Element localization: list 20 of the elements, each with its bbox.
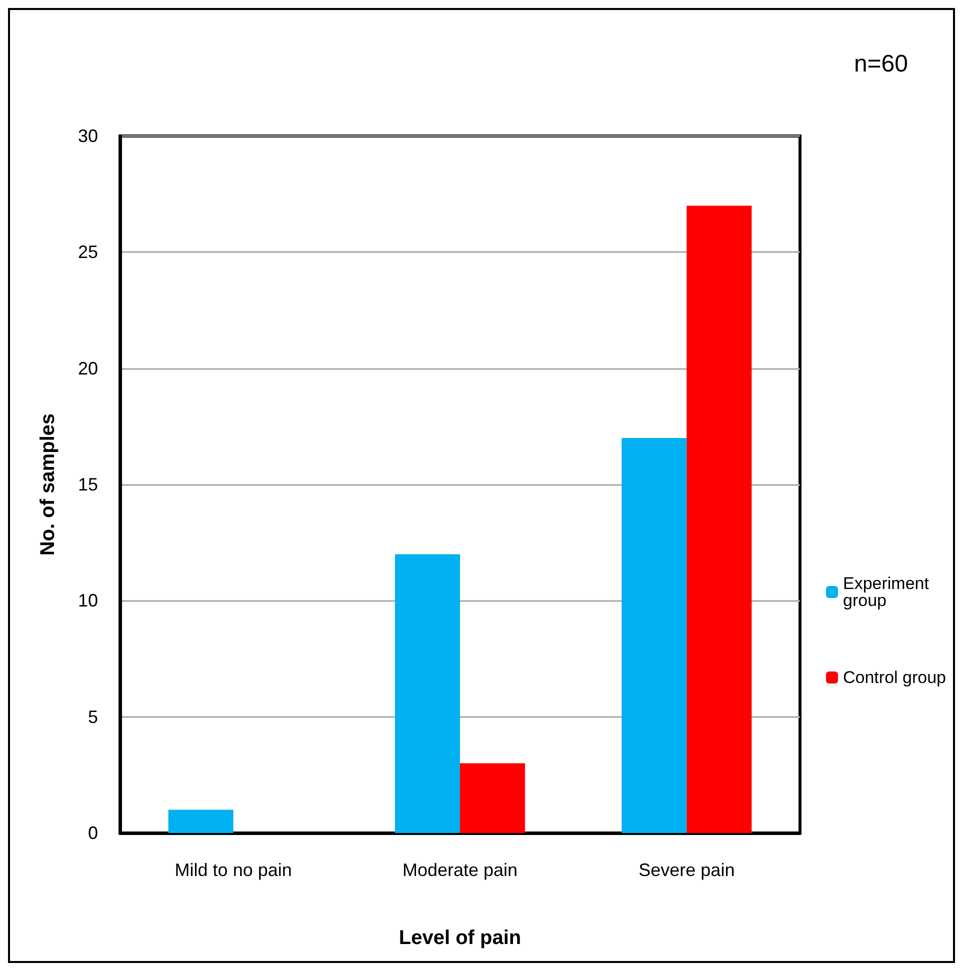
y-axis-title: No. of samples [37, 413, 59, 556]
legend-label: Experiment group [842, 574, 934, 610]
y-tick-label: 0 [88, 823, 98, 843]
text: n=60 [854, 50, 908, 78]
bar [460, 763, 525, 833]
bar [686, 206, 752, 833]
legend-label: Control group [842, 668, 946, 687]
bar [395, 554, 460, 833]
y-tick-label: 25 [78, 242, 98, 262]
y-tick-label: 5 [88, 706, 98, 727]
x-tick-label: Severe pain [638, 860, 735, 880]
y-tick-label: 20 [78, 358, 98, 378]
x-tick-label: Moderate pain [402, 860, 518, 880]
x-tick-label: Mild to no pain [174, 860, 292, 880]
y-tick-label: 30 [78, 126, 98, 146]
x-axis-title: Level of pain [398, 927, 522, 949]
y-tick-label: 15 [78, 474, 98, 494]
bar [622, 438, 687, 833]
bar [168, 810, 234, 833]
y-tick-label: 10 [78, 590, 98, 611]
